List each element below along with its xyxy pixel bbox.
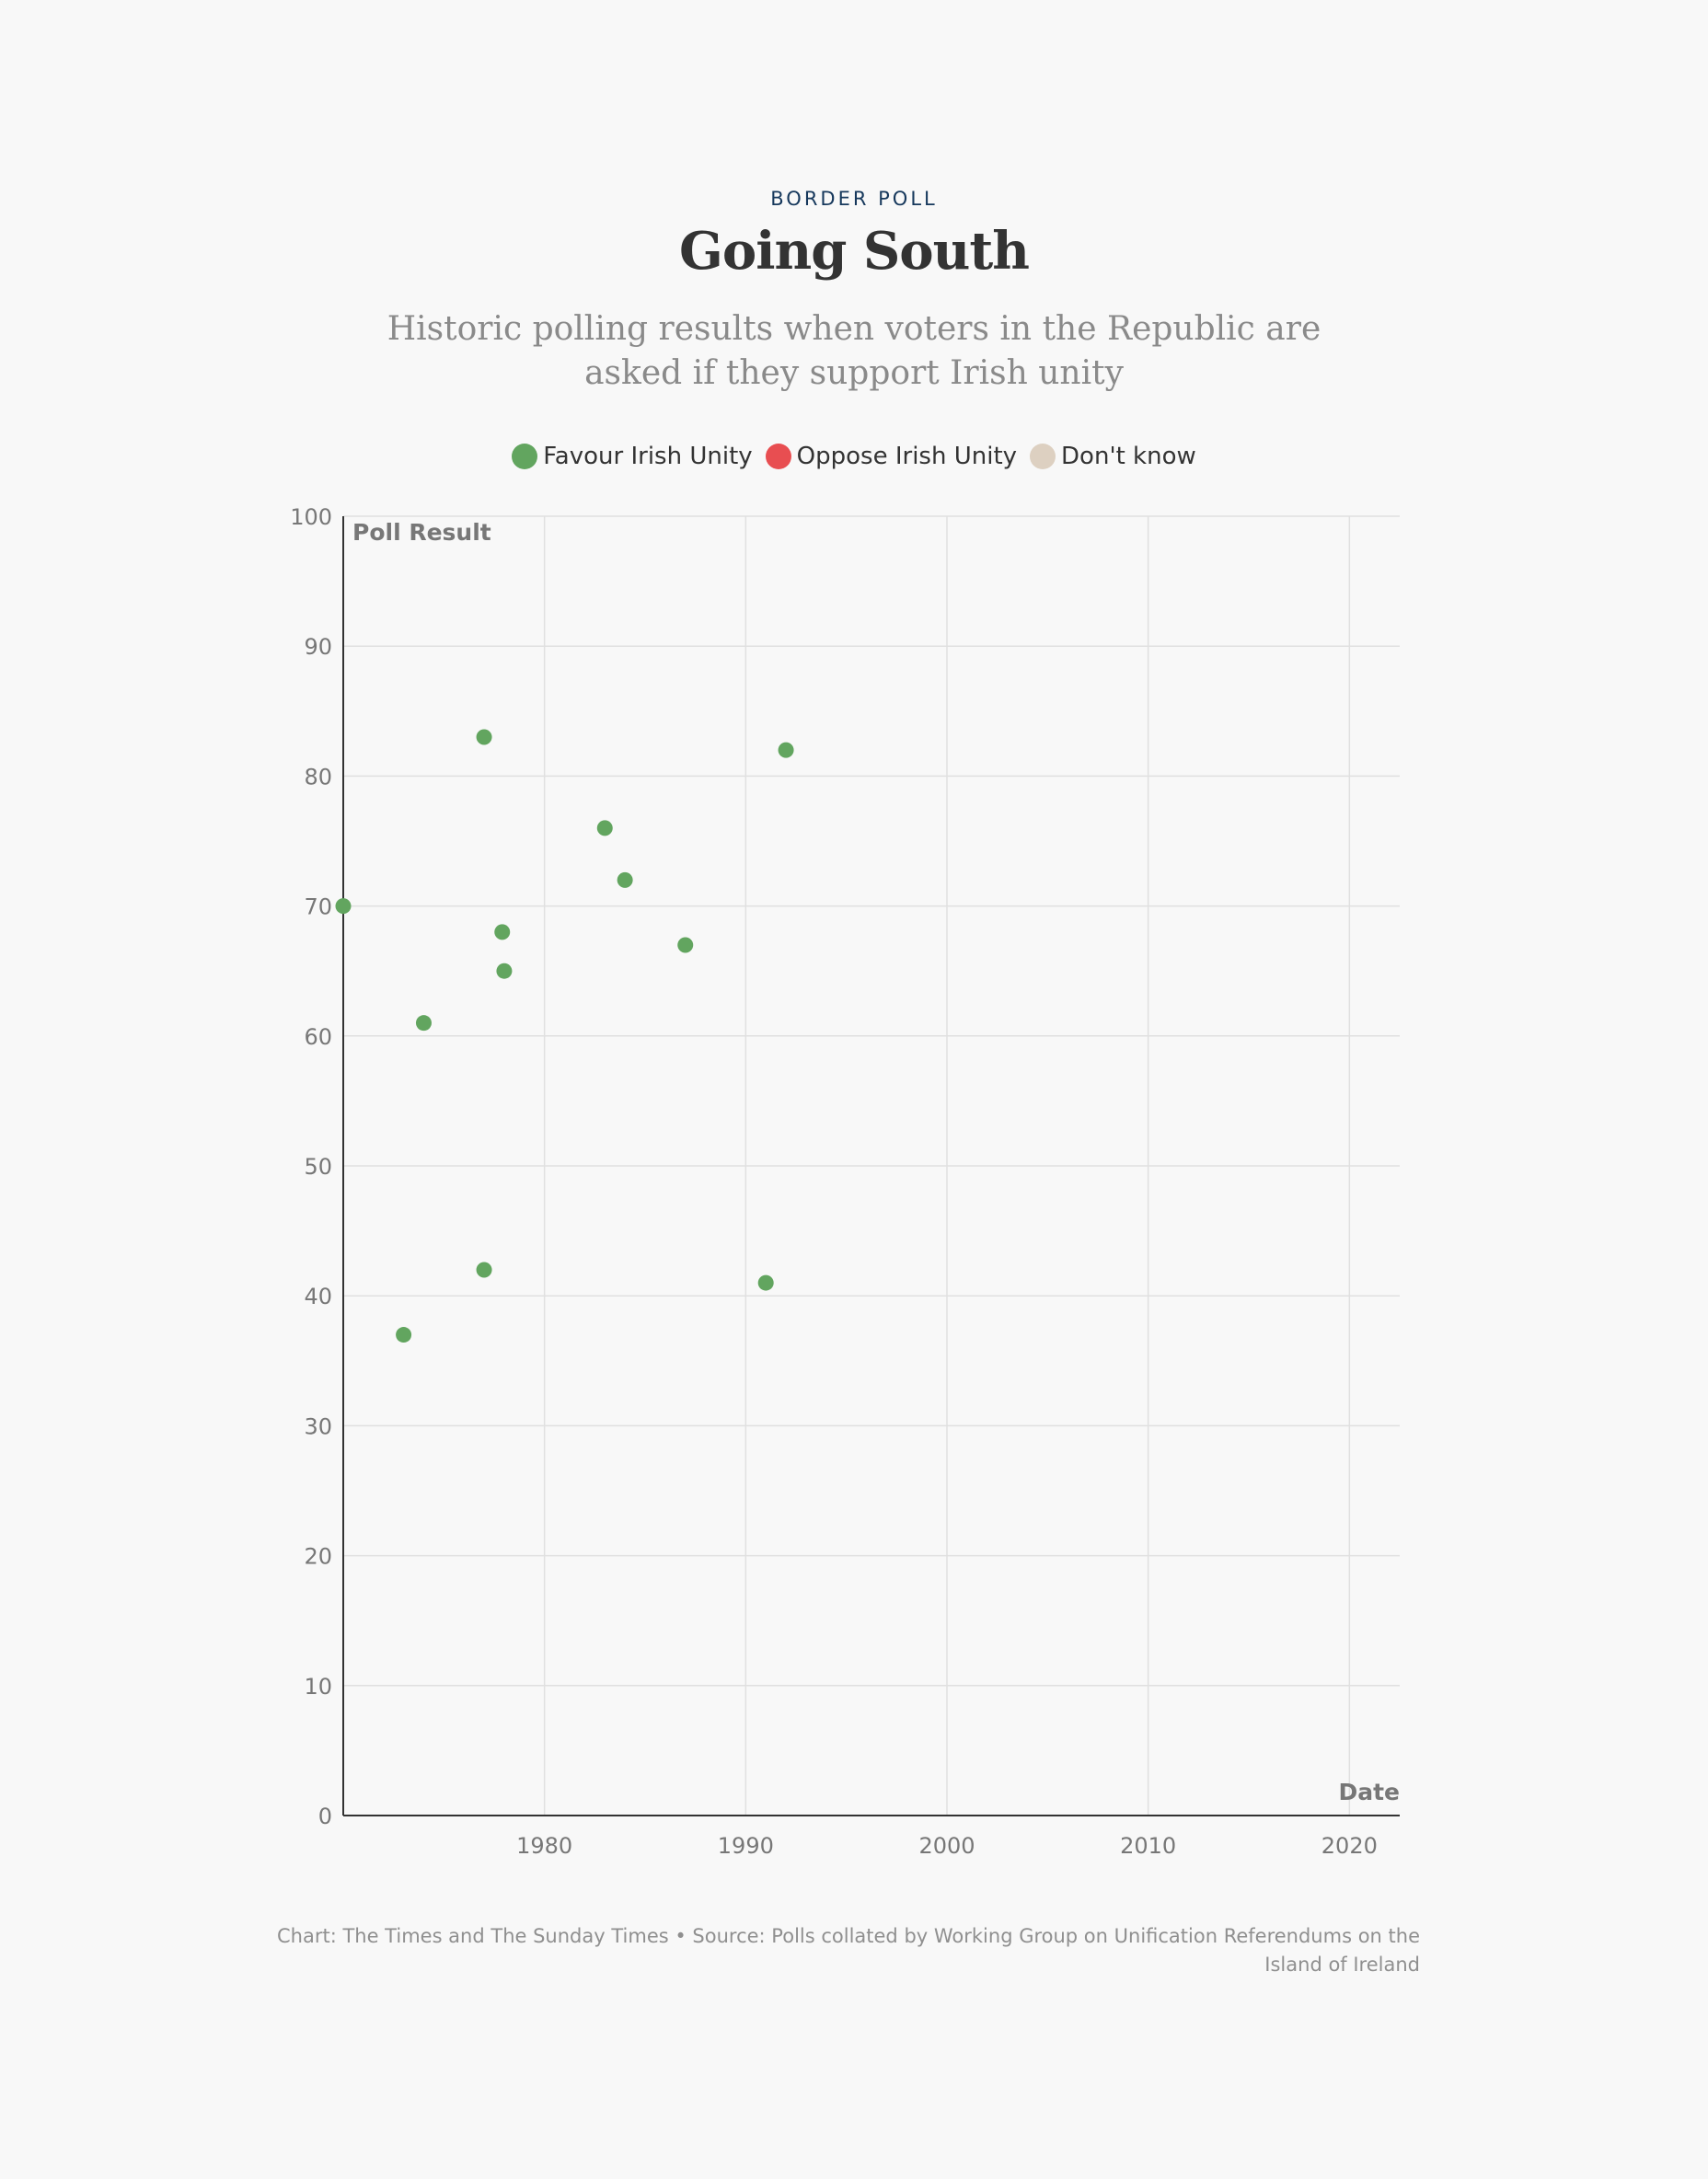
legend-item-dont-know[interactable]: Don't know bbox=[1030, 443, 1196, 470]
y-tick-label: 40 bbox=[304, 1284, 332, 1309]
data-point[interactable] bbox=[757, 1274, 774, 1291]
chart-footer-credit: Chart: The Times and The Sunday Times • … bbox=[276, 1925, 1420, 1976]
data-point[interactable] bbox=[476, 1262, 492, 1278]
tick-labels: 0 10 20 30 40 50 60 70 80 90 100 1980 1990 2000 2010 20… bbox=[290, 504, 1378, 1859]
data-point[interactable] bbox=[415, 1015, 432, 1032]
legend-label-dont-know: Don't know bbox=[1061, 443, 1196, 470]
legend-item-oppose[interactable]: Oppose Irish Unity bbox=[765, 443, 1018, 470]
legend-label-favour: Favour Irish Unity bbox=[543, 443, 753, 470]
y-tick-label: 0 bbox=[318, 1804, 332, 1829]
y-tick-label: 70 bbox=[304, 894, 332, 920]
data-point[interactable] bbox=[778, 742, 794, 758]
grid-lines bbox=[343, 515, 1400, 1816]
y-axis-title: Poll Result bbox=[352, 519, 491, 546]
chart-legend: Favour Irish Unity Oppose Irish Unity Do… bbox=[0, 443, 1708, 470]
legend-swatch-dont-know bbox=[1030, 444, 1056, 469]
data-point[interactable] bbox=[494, 924, 511, 940]
x-tick-label: 2020 bbox=[1321, 1833, 1378, 1859]
x-tick-label: 2010 bbox=[1120, 1833, 1176, 1859]
data-point[interactable] bbox=[476, 729, 492, 745]
y-tick-label: 80 bbox=[304, 764, 332, 790]
scatter-chart: 0 10 20 30 40 50 60 70 80 90 100 1980 1990 2000 2010 20… bbox=[290, 504, 1400, 1859]
x-axis-title: Date bbox=[1338, 1779, 1400, 1805]
data-point[interactable] bbox=[335, 898, 352, 915]
data-point[interactable] bbox=[596, 820, 613, 836]
chart-subtitle: Historic polling results when voters in … bbox=[387, 310, 1321, 392]
y-tick-label: 100 bbox=[290, 504, 332, 530]
data-point[interactable] bbox=[396, 1327, 412, 1343]
data-point[interactable] bbox=[617, 871, 633, 888]
axes bbox=[342, 516, 1400, 1816]
chart-kicker: BORDER POLL bbox=[770, 188, 938, 210]
x-tick-label: 1990 bbox=[718, 1833, 774, 1859]
chart-title: Going South bbox=[679, 221, 1030, 282]
legend-swatch-favour bbox=[512, 444, 538, 469]
y-tick-label: 90 bbox=[304, 634, 332, 660]
legend-label-oppose: Oppose Irish Unity bbox=[796, 443, 1018, 470]
x-tick-label: 1980 bbox=[516, 1833, 572, 1859]
y-tick-label: 60 bbox=[304, 1024, 332, 1050]
data-point[interactable] bbox=[677, 937, 694, 953]
y-tick-label: 50 bbox=[304, 1154, 332, 1180]
legend-swatch-oppose bbox=[765, 444, 791, 469]
y-tick-label: 20 bbox=[304, 1544, 332, 1570]
legend-item-favour[interactable]: Favour Irish Unity bbox=[512, 443, 753, 470]
data-points bbox=[335, 729, 794, 1343]
x-tick-label: 2000 bbox=[918, 1833, 975, 1859]
y-tick-label: 10 bbox=[304, 1674, 332, 1700]
data-point[interactable] bbox=[496, 963, 513, 979]
y-tick-label: 30 bbox=[304, 1413, 332, 1439]
